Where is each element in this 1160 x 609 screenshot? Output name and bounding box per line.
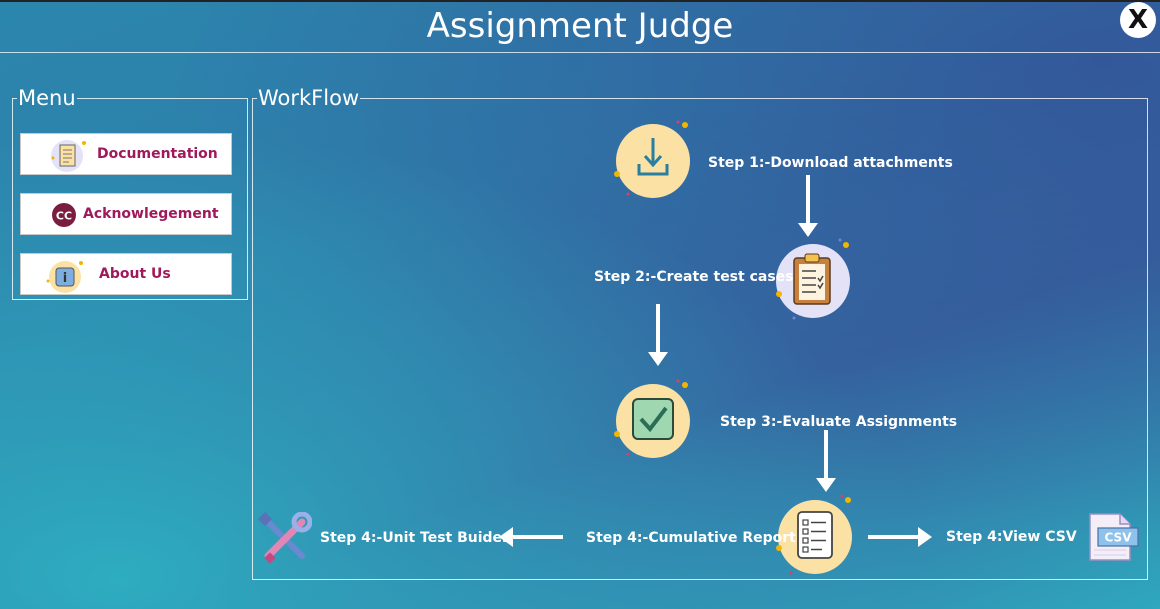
step3-label: Step 3:-Evaluate Assignments	[720, 414, 958, 430]
download-attachments-icon[interactable]	[614, 120, 690, 198]
cc-icon-text: CC	[56, 210, 72, 223]
document-icon	[49, 137, 89, 173]
workflow-group: WorkFlow	[252, 88, 1148, 580]
window-top-border	[0, 0, 1160, 2]
cumulative-report-icon[interactable]	[776, 494, 852, 575]
acknowledgement-button[interactable]: CC Acknowlegement	[20, 193, 232, 235]
step4-report-label: Step 4:-Cumulative Report	[586, 530, 796, 546]
title-divider	[0, 52, 1160, 53]
step2-label: Step 2:-Create test cases	[594, 269, 794, 285]
acknowledgement-label: Acknowlegement	[83, 206, 219, 222]
app-title: Assignment Judge	[426, 6, 734, 46]
unit-test-builder-icon[interactable]	[258, 512, 312, 566]
step1-label: Step 1:-Download attachments	[708, 155, 953, 171]
menu-legend: Menu	[18, 86, 76, 110]
cc-icon: CC	[51, 202, 77, 228]
documentation-button[interactable]: Documentation	[20, 133, 232, 175]
create-test-cases-icon[interactable]	[776, 238, 850, 320]
workflow-legend: WorkFlow	[258, 86, 360, 110]
arrow-right	[868, 527, 932, 547]
arrow-down-1	[798, 175, 818, 237]
info-icon: i	[45, 257, 87, 295]
arrow-down-2	[648, 304, 668, 366]
step4-unit-test-label: Step 4:-Unit Test Buider	[320, 530, 509, 546]
arrow-down-3	[816, 430, 836, 492]
evaluate-assignments-icon[interactable]	[614, 379, 690, 458]
csv-icon-text: CSV	[1105, 531, 1133, 545]
step4-csv-label: Step 4:View CSV	[946, 529, 1077, 545]
close-button[interactable]: X	[1120, 2, 1156, 38]
documentation-label: Documentation	[97, 146, 218, 162]
arrow-left	[499, 527, 563, 547]
csv-file-icon[interactable]: CSV	[1086, 510, 1142, 564]
info-icon-text: i	[63, 271, 67, 286]
about-us-label: About Us	[99, 266, 171, 282]
menu-group: Menu Documentation CC Acknowlegement	[12, 88, 248, 300]
about-us-button[interactable]: i About Us	[20, 253, 232, 295]
